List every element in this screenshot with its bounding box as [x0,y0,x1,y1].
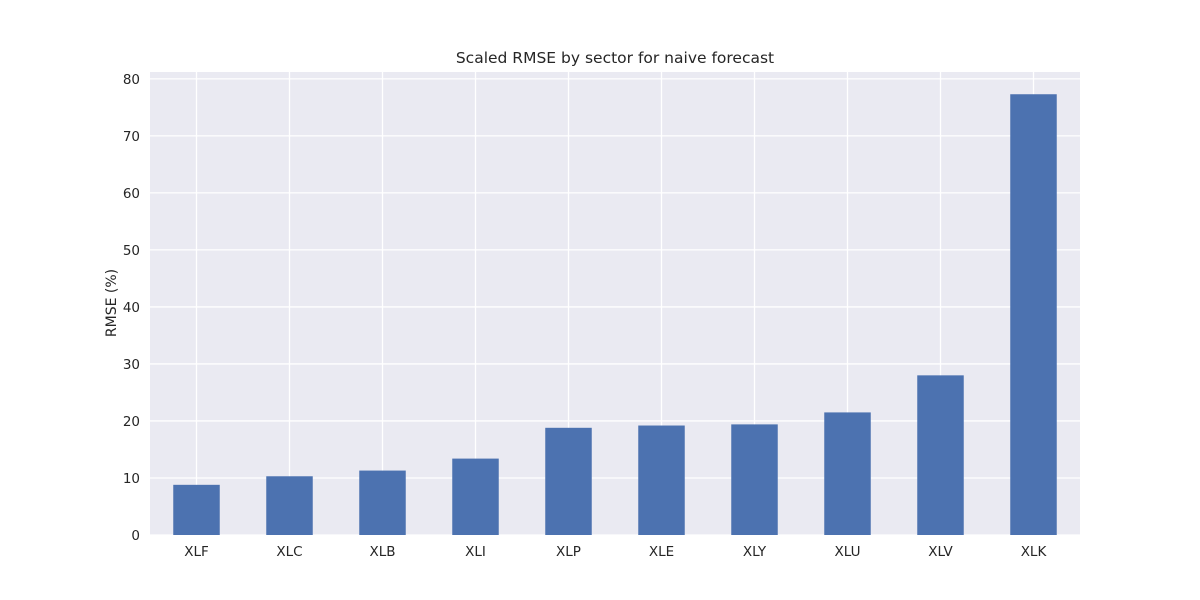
bar-xli [452,458,499,535]
bar-xly [731,424,778,535]
bar-xlf [173,484,220,535]
y-tick-label: 50 [123,243,140,259]
y-tick-label: 20 [123,414,140,430]
x-tick-label: XLK [1021,544,1048,560]
x-tick-label: XLC [276,544,302,560]
y-tick-label: 0 [131,528,140,544]
y-axis-ticks: 0 10 20 30 40 50 60 70 80 [123,72,140,544]
bar-xlb [359,470,406,535]
bars [173,94,1057,536]
y-tick-label: 80 [123,72,140,88]
x-tick-label: XLP [556,544,581,560]
x-tick-label: XLF [184,544,209,560]
y-tick-label: 10 [123,471,140,487]
x-axis-ticks: XLF XLC XLB XLI XLP XLE XLY XLU XLV XLK [184,544,1047,560]
x-tick-label: XLU [835,544,861,560]
x-tick-label: XLV [928,544,953,560]
bar-xle [638,425,685,535]
y-tick-label: 40 [123,300,140,316]
bar-xlk [1010,94,1057,536]
y-tick-label: 60 [123,186,140,202]
x-tick-label: XLB [369,544,395,560]
y-axis-label: RMSE (%) [104,269,120,337]
x-tick-label: XLY [743,544,767,560]
bar-xlp [545,427,592,535]
y-tick-label: 30 [123,357,140,373]
x-tick-label: XLE [649,544,674,560]
bar-xlu [824,412,871,535]
y-tick-label: 70 [123,129,140,145]
chart-title: Scaled RMSE by sector for naive forecast [456,49,774,67]
bar-xlc [266,476,313,535]
bar-xlv [917,375,964,535]
x-tick-label: XLI [465,544,486,560]
